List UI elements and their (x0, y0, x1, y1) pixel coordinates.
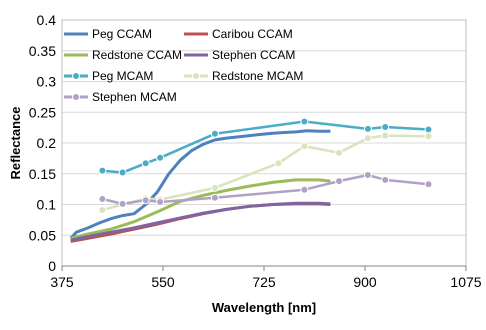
y-tick-label: 0.35 (29, 43, 56, 59)
y-tick-label: 0.3 (37, 74, 57, 90)
legend-label: Peg MCAM (92, 69, 153, 83)
data-point (98, 166, 107, 175)
legend-label: Redstone MCAM (212, 69, 303, 83)
y-tick-label: 0.1 (37, 197, 57, 213)
legend-entry: Stephen CCAM (184, 48, 295, 62)
data-point (274, 159, 283, 168)
data-point (335, 177, 344, 186)
legend-entry: Redstone CCAM (64, 48, 182, 62)
series-line (69, 129, 331, 240)
y-tick-label: 0 (48, 258, 56, 274)
data-point (335, 148, 344, 157)
x-axis-label: Wavelength [nm] (212, 300, 316, 315)
series-line (70, 201, 331, 242)
axes: 0 0.05 0.1 0.15 0.2 0.25 0.3 0.35 0.4 375 550 725 90… (29, 12, 482, 290)
legend-label: Redstone CCAM (92, 48, 182, 62)
legend-marker (72, 93, 80, 101)
x-tick-label: 375 (50, 274, 74, 290)
data-point (156, 198, 165, 207)
y-axis-label: Reflectance (8, 107, 23, 180)
y-tick-label: 0.4 (37, 12, 57, 28)
data-point (210, 129, 219, 138)
data-point (424, 125, 433, 134)
x-tick-label: 1075 (450, 274, 481, 290)
data-point (424, 132, 433, 141)
series-peg-ccam (69, 129, 331, 240)
legend-label: Peg CCAM (92, 27, 152, 41)
series-line (102, 134, 429, 212)
legend-entry: Caribou CCAM (184, 27, 293, 41)
legend-entry: Peg MCAM (64, 69, 153, 83)
legend-marker (72, 72, 80, 80)
x-tick-label: 900 (353, 274, 377, 290)
legend-entry: Stephen MCAM (64, 90, 177, 104)
y-tick-label: 0.05 (29, 227, 56, 243)
series-stephen-ccam (70, 201, 331, 242)
legend: Peg CCAM Caribou CCAM Redstone CCAM Stephen… (64, 27, 303, 104)
data-point (98, 194, 107, 203)
data-point (210, 183, 219, 192)
data-point (381, 175, 390, 184)
data-point (118, 168, 127, 177)
data-point (381, 123, 390, 132)
data-point (210, 193, 219, 202)
data-point (363, 134, 372, 143)
data-point (300, 117, 309, 126)
legend-label: Caribou CCAM (212, 27, 293, 41)
legend-entry: Redstone MCAM (184, 69, 303, 83)
data-point (363, 124, 372, 133)
legend-label: Stephen CCAM (212, 48, 295, 62)
data-point (141, 159, 150, 168)
legend-marker (192, 72, 200, 80)
series-group (69, 117, 433, 243)
series-peg-mcam (98, 117, 433, 177)
y-tick-label: 0.15 (29, 166, 56, 182)
x-tick-label: 550 (151, 274, 175, 290)
series-redstone-ccam (70, 178, 331, 240)
series-line (102, 173, 429, 206)
y-tick-label: 0.25 (29, 104, 56, 120)
legend-entry: Peg CCAM (64, 27, 152, 41)
data-point (300, 185, 309, 194)
series-line (70, 178, 331, 240)
series-line (70, 202, 331, 243)
data-point (98, 206, 107, 215)
series-caribou-ccam (70, 202, 331, 243)
x-tick-label: 725 (252, 274, 276, 290)
data-point (300, 142, 309, 151)
data-point (141, 196, 150, 205)
data-point (363, 170, 372, 179)
data-point (381, 131, 390, 140)
series-stephen-mcam (98, 170, 433, 208)
series-line (102, 120, 429, 174)
y-tick-label: 0.2 (37, 135, 57, 151)
data-point (156, 153, 165, 162)
data-point (424, 180, 433, 189)
legend-label: Stephen MCAM (92, 90, 177, 104)
data-point (118, 199, 127, 208)
